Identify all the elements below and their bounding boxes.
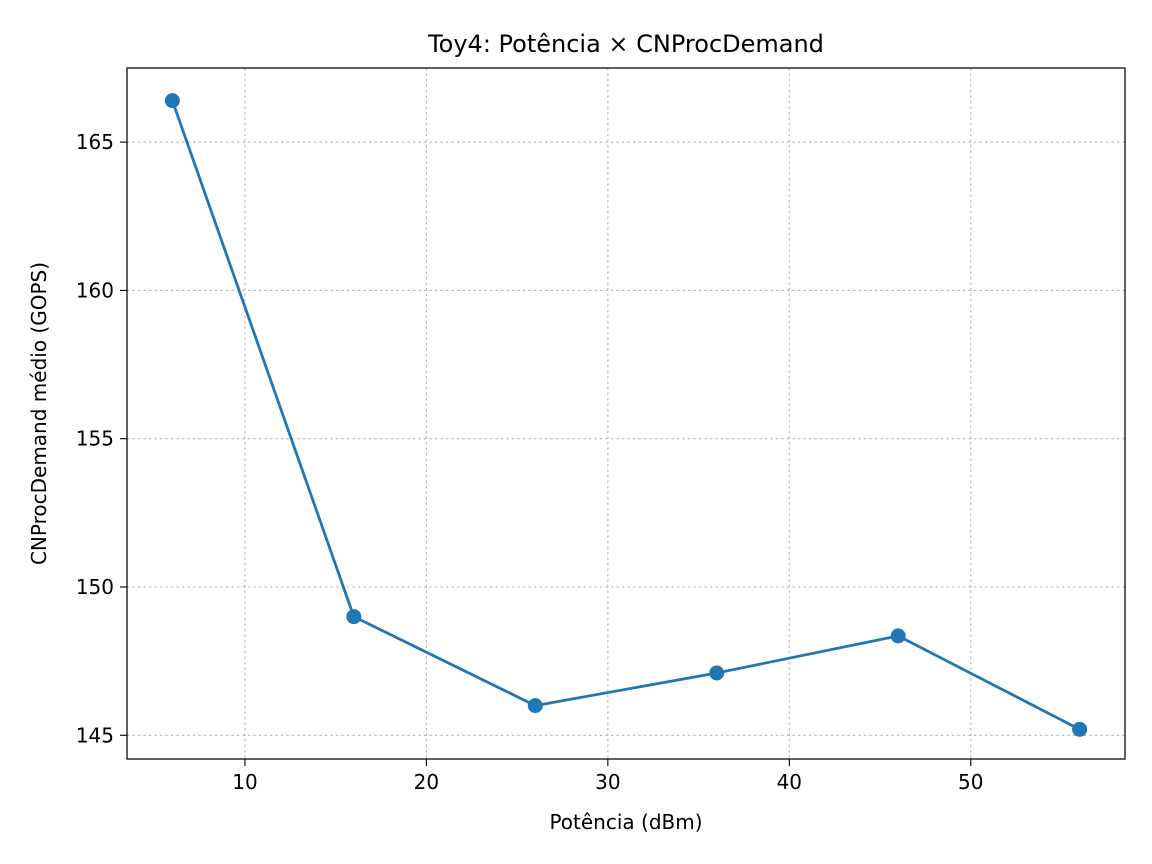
series-line [171, 100, 1081, 731]
y-tick-label: 155 [76, 427, 114, 451]
data-point [1072, 721, 1088, 737]
data-point [164, 93, 180, 109]
chart-title: Toy4: Potência × CNProcDemand [427, 30, 824, 58]
y-tick-label: 150 [76, 575, 114, 599]
x-tick-label: 30 [595, 770, 620, 794]
data-point [890, 628, 906, 644]
y-tick-label: 145 [76, 723, 114, 747]
data-point [527, 698, 543, 714]
x-tick-label: 50 [958, 770, 983, 794]
y-tick-label: 165 [76, 130, 114, 154]
y-tick-label: 160 [76, 278, 114, 302]
data-point [709, 665, 725, 681]
x-tick-label: 40 [777, 770, 802, 794]
grid [127, 68, 1125, 759]
x-tick-label: 10 [232, 770, 257, 794]
x-axis-label: Potência (dBm) [549, 810, 702, 834]
y-axis-label: CNProcDemand médio (GOPS) [27, 262, 51, 565]
series-layer [164, 93, 1088, 737]
ticks: 10 20 30 40 50 145 150 155 160 165 [76, 130, 984, 794]
data-point [346, 609, 362, 625]
x-tick-label: 20 [414, 770, 439, 794]
plot-frame [126, 67, 1126, 760]
